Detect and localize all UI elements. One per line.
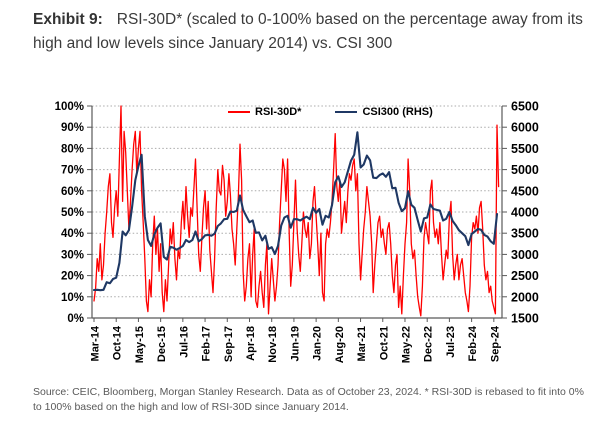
- right-axis-tick-label: 4500: [511, 184, 539, 198]
- x-axis-tick-label: Oct-21: [378, 326, 390, 360]
- chart-legend: RSI-30D* CSI300 (RHS): [228, 106, 433, 118]
- x-axis-tick-label: Sep-17: [223, 326, 235, 362]
- right-axis-tick-label: 6500: [511, 100, 539, 114]
- right-axis-tick-label: 3000: [511, 248, 539, 262]
- right-axis-tick-label: 5000: [511, 163, 539, 177]
- left-axis-tick-label: 70%: [61, 165, 84, 177]
- right-axis-tick-label: 5500: [511, 142, 539, 156]
- right-axis-tick-label: 3500: [511, 227, 539, 241]
- right-axis-tick-label: 6000: [511, 121, 539, 135]
- x-axis-tick-label: Dec-15: [156, 326, 168, 362]
- source-note: Source: CEIC, Bloomberg, Morgan Stanley …: [33, 386, 584, 414]
- x-axis-tick-label: Nov-18: [267, 326, 279, 363]
- right-axis-tick-label: 2000: [511, 290, 539, 304]
- x-axis-tick-label: Jun-19: [289, 326, 301, 361]
- right-axis-tick-label: 2500: [511, 269, 539, 283]
- x-axis-tick-label: Oct-14: [112, 325, 124, 360]
- figure-title-text: RSI-30D* (scaled to 0-100% based on the …: [33, 11, 583, 53]
- exhibit-label: Exhibit 9:: [33, 11, 103, 28]
- legend-item-rsi: RSI-30D*: [228, 106, 301, 118]
- right-axis-tick-label: 4000: [511, 206, 539, 220]
- x-axis-tick-label: Jul-16: [178, 326, 190, 358]
- left-axis-tick-label: 50%: [61, 207, 84, 219]
- left-axis-tick-label: 100%: [55, 101, 84, 113]
- x-axis-tick-label: Dec-22: [423, 326, 435, 362]
- x-axis-tick-label: Mar-21: [356, 326, 368, 361]
- legend-item-csi300: CSI300 (RHS): [335, 106, 433, 118]
- x-axis-tick-label: Apr-18: [245, 326, 257, 361]
- rsi-line-swatch: [228, 110, 250, 114]
- left-axis-tick-label: 30%: [61, 249, 84, 261]
- left-axis-tick-label: 90%: [61, 122, 84, 134]
- x-axis-tick-label: Jul-23: [445, 326, 457, 358]
- legend-label-rsi: RSI-30D*: [255, 106, 302, 118]
- x-axis-tick-label: May-15: [134, 326, 146, 363]
- figure-title: Exhibit 9: RSI-30D* (scaled to 0-100% bas…: [33, 8, 593, 56]
- x-axis-tick-label: Jan-20: [312, 326, 324, 361]
- x-axis-tick-label: May-22: [400, 326, 412, 363]
- x-axis-tick-label: Aug-20: [334, 326, 346, 363]
- csi300-line-swatch: [335, 110, 358, 114]
- left-axis-tick-label: 10%: [61, 292, 84, 304]
- legend-label-csi300: CSI300 (RHS): [362, 106, 433, 118]
- left-axis-tick-label: 60%: [61, 186, 84, 198]
- left-axis-tick-label: 20%: [61, 271, 84, 283]
- left-axis-tick-label: 0%: [67, 313, 84, 325]
- right-axis-tick-label: 1500: [511, 312, 539, 326]
- left-axis-tick-label: 40%: [61, 228, 84, 240]
- x-axis-tick-label: Feb-24: [467, 325, 479, 361]
- x-axis-tick-label: Feb-17: [201, 326, 213, 361]
- x-axis-tick-label: Sep-24: [489, 325, 501, 362]
- x-axis-tick-label: Mar-14: [90, 325, 102, 361]
- left-axis-tick-label: 80%: [61, 143, 84, 155]
- series-line-csi300: [92, 131, 499, 292]
- series-line-rsi: [93, 105, 500, 317]
